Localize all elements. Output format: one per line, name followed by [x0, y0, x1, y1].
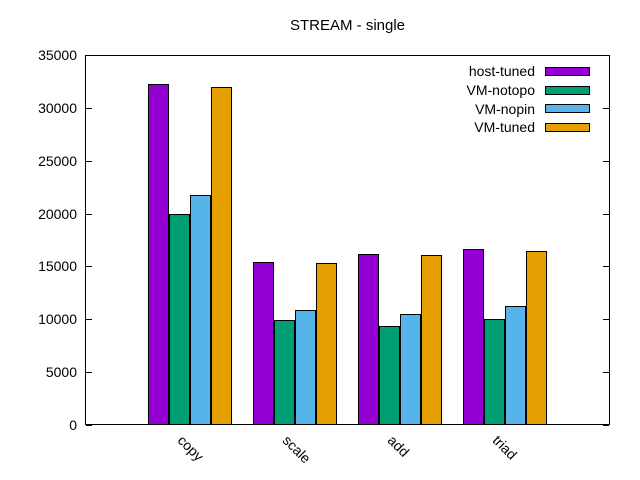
y-tick-mark — [86, 425, 92, 426]
x-tick-label-add: add — [384, 432, 413, 460]
legend-label: VM-nopin — [475, 100, 535, 117]
legend-entry-host-tuned: host-tuned — [350, 62, 590, 81]
chart-title: STREAM - single — [289, 17, 406, 34]
y-tick-mark — [86, 55, 92, 56]
y-tick-label: 15000 — [38, 258, 77, 275]
y-tick-label: 0 — [69, 417, 77, 433]
bar-VM-tuned-copy — [211, 87, 232, 424]
bar-VM-tuned-triad — [526, 251, 547, 424]
y-tick-label: 20000 — [38, 205, 77, 222]
bar-VM-tuned-add — [421, 255, 442, 424]
y-tick-mark — [603, 107, 609, 109]
bar-VM-tuned-scale — [316, 263, 337, 424]
legend-label: VM-tuned — [474, 119, 535, 136]
legend: host-tuned VM-notopo VM-nopin VM-tuned — [350, 62, 590, 137]
y-tick-mark — [86, 213, 92, 215]
y-tick-mark — [86, 107, 92, 109]
bar-host-tuned-triad — [463, 249, 484, 424]
legend-swatch — [545, 122, 590, 132]
bar-VM-nopin-copy — [190, 195, 211, 424]
bar-VM-nopin-add — [400, 314, 421, 424]
y-tick-mark — [86, 372, 92, 374]
y-tick-label: 5000 — [45, 364, 77, 381]
legend-label: VM-notopo — [466, 82, 535, 99]
bar-VM-notopo-copy — [169, 214, 190, 424]
legend-entry-VM-notopo: VM-notopo — [350, 81, 590, 100]
bar-host-tuned-copy — [148, 84, 169, 424]
y-tick-mark — [603, 160, 609, 162]
y-tick-mark — [603, 55, 609, 56]
y-tick-mark — [603, 372, 609, 374]
legend-entry-VM-nopin: VM-nopin — [350, 99, 590, 118]
y-tick-mark — [86, 319, 92, 321]
y-tick-mark — [86, 160, 92, 162]
x-tick-label-triad: triad — [489, 432, 521, 463]
y-tick-label: 10000 — [38, 311, 77, 328]
bar-VM-nopin-triad — [505, 306, 526, 424]
legend-label: host-tuned — [468, 63, 535, 80]
bar-VM-notopo-add — [379, 326, 400, 424]
x-tick-label-scale: scale — [279, 432, 315, 467]
bar-host-tuned-add — [358, 254, 379, 424]
y-tick-mark — [603, 425, 609, 426]
legend-swatch — [545, 85, 590, 95]
y-tick-mark — [86, 266, 92, 268]
y-tick-mark — [603, 266, 609, 268]
x-tick-label-copy: copy — [174, 432, 207, 465]
bar-VM-notopo-triad — [484, 319, 505, 424]
legend-swatch — [545, 66, 590, 76]
legend-entry-VM-tuned: VM-tuned — [350, 118, 590, 137]
bar-VM-nopin-scale — [295, 310, 316, 424]
bar-VM-notopo-scale — [274, 320, 295, 424]
y-tick-mark — [603, 319, 609, 321]
plot-area — [85, 55, 610, 425]
y-tick-label: 25000 — [38, 152, 77, 169]
y-tick-label: 35000 — [38, 47, 77, 63]
legend-swatch — [545, 104, 590, 114]
y-tick-label: 30000 — [38, 99, 77, 116]
bar-host-tuned-scale — [253, 262, 274, 424]
y-tick-mark — [603, 213, 609, 215]
